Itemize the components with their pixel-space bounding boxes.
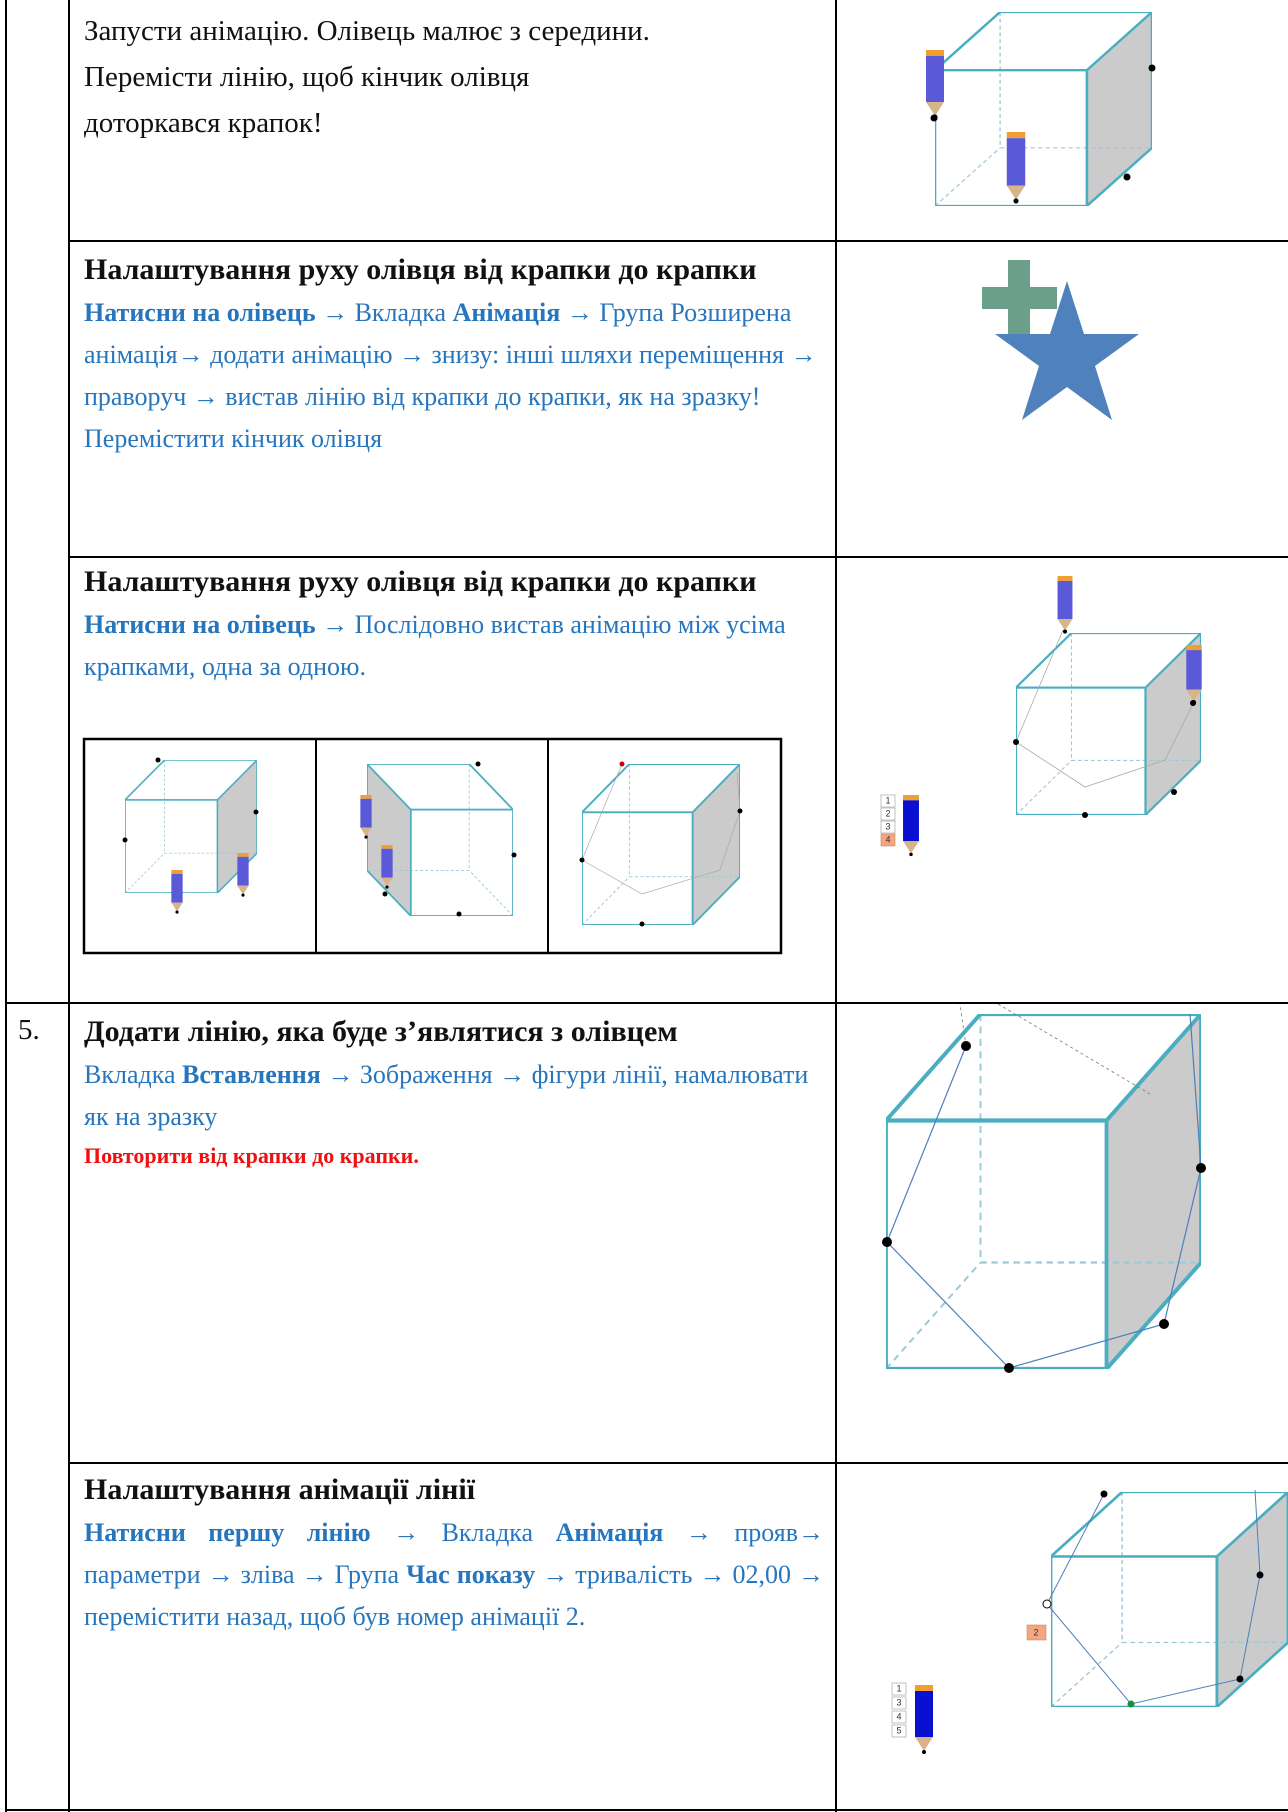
- row-text: Налаштування анімації лінії Натисни перш…: [84, 1468, 824, 1638]
- bold-run: Анімація: [452, 298, 561, 327]
- animation-number: 4: [885, 834, 890, 844]
- bold-run: Натисни на олівець: [84, 610, 316, 639]
- row-number: 5.: [18, 1014, 40, 1046]
- bold-run: Анімація: [555, 1518, 664, 1547]
- border: [68, 240, 1288, 242]
- border: [68, 1462, 1288, 1464]
- heading: Налаштування анімації лінії: [84, 1473, 476, 1506]
- bold-run: Час показу: [406, 1560, 536, 1589]
- border: [835, 0, 837, 1812]
- border: [5, 1809, 1288, 1811]
- border: [5, 1002, 1288, 1004]
- border: [68, 0, 70, 1812]
- warning: Повторити від крапки до крапки.: [84, 1143, 419, 1168]
- text-run: Вкладка: [84, 1060, 182, 1089]
- bold-run: Натисни на олівець: [84, 298, 316, 327]
- text-run: → тривалість → 02,00 → перемістити назад…: [84, 1560, 824, 1631]
- animation-number: 1: [896, 1683, 901, 1693]
- instructions: Натисни на олівець → Послідовно вистав а…: [84, 604, 824, 688]
- text-run: → Група Розширена анімація→ додати аніма…: [84, 298, 817, 411]
- heading: Налаштування руху олівця від крапки до к…: [84, 253, 757, 286]
- text-run: → Зображення → фігури лінії, намалювати …: [84, 1060, 809, 1131]
- instructions: Вкладка Вставлення → Зображення → фігури…: [84, 1054, 824, 1138]
- text-line: Перемісти лінію, щоб кінчик олівця: [84, 61, 530, 93]
- heading: Налаштування руху олівця від крапки до к…: [84, 565, 757, 598]
- text-run: → Послідовно вистав анімацію між усіма к…: [84, 610, 786, 681]
- border: [68, 556, 1288, 558]
- animation-number: 2: [885, 808, 890, 818]
- text-run: → Вкладка: [370, 1518, 556, 1547]
- animation-number: 4: [896, 1711, 901, 1721]
- bold-run: Натисни першу лінію: [84, 1518, 371, 1547]
- animation-number: 2: [1033, 1627, 1038, 1637]
- border: [5, 0, 7, 1812]
- row-text: Додати лінію, яка буде з’являтися з олів…: [84, 1010, 824, 1174]
- bold-run: Вставлення: [182, 1060, 321, 1089]
- heading: Додати лінію, яка буде з’являтися з олів…: [84, 1015, 678, 1048]
- text-line: Запусти анімацію. Олівець малює з середи…: [84, 15, 650, 47]
- animation-number: 3: [896, 1697, 901, 1707]
- text-run: → Вкладка: [315, 298, 453, 327]
- row-text: Налаштування руху олівця від крапки до к…: [84, 560, 824, 688]
- note: Перемістити кінчик олівця: [84, 424, 383, 453]
- row-text: Запусти анімацію. Олівець малює з середи…: [84, 8, 824, 146]
- instructions: Натисни першу лінію → Вкладка Анімація →…: [84, 1512, 824, 1638]
- instructions: Натисни на олівець → Вкладка Анімація → …: [84, 292, 824, 418]
- animation-number: 3: [885, 821, 890, 831]
- row-text: Налаштування руху олівця від крапки до к…: [84, 248, 824, 460]
- animation-number: 5: [896, 1725, 901, 1735]
- animation-number: 1: [885, 795, 890, 805]
- text-run: → прояв→ параметри → зліва → Група: [84, 1518, 825, 1589]
- text-line: доторкався крапок!: [84, 107, 323, 139]
